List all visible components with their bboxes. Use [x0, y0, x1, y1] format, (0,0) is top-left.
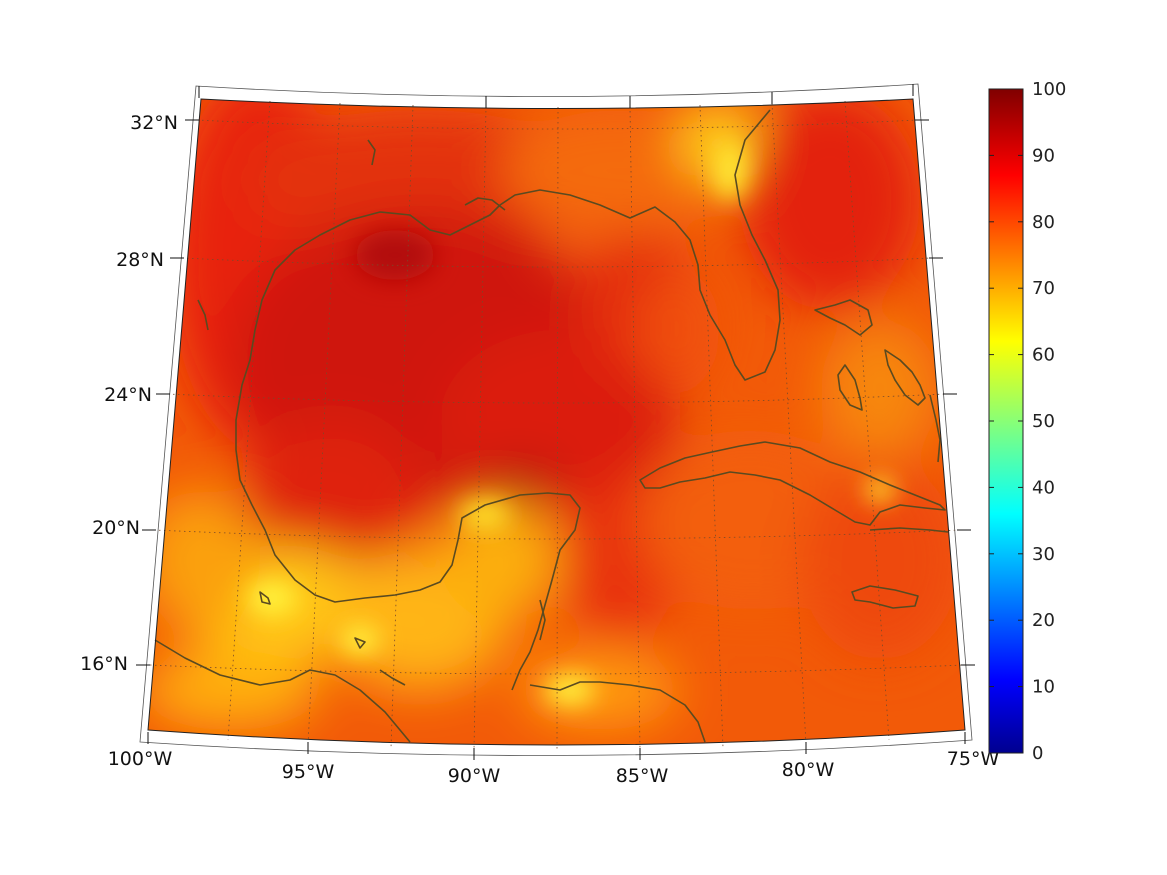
colorbar-label: 40	[1032, 477, 1055, 498]
lon-label-80: 80°W	[782, 759, 835, 781]
colorbar-label: 0	[1032, 743, 1043, 764]
lat-label-16: 16°N	[80, 653, 128, 675]
colorbar-label: 30	[1032, 544, 1055, 565]
lon-label-95: 95°W	[282, 761, 335, 783]
colorbar-label: 60	[1032, 345, 1055, 366]
colorbar-gradient	[988, 88, 1024, 754]
lat-label-32: 32°N	[130, 112, 178, 134]
map-frame	[147, 98, 966, 746]
map-outer-frame	[139, 83, 973, 756]
lat-label-24: 24°N	[104, 384, 152, 406]
lon-label-85: 85°W	[616, 765, 669, 787]
colorbar-label: 80	[1032, 212, 1055, 233]
graticule	[149, 100, 964, 751]
tick-marks	[136, 84, 975, 760]
colorbar-label: 20	[1032, 610, 1055, 631]
colorbar-label: 90	[1032, 145, 1055, 166]
lon-label-100: 100°W	[108, 748, 173, 770]
colorbar-label: 70	[1032, 278, 1055, 299]
colorbar-label: 50	[1032, 411, 1055, 432]
coastlines	[154, 109, 949, 743]
heat-field	[148, 99, 965, 745]
lat-label-28: 28°N	[116, 249, 164, 271]
lon-label-75: 75°W	[947, 748, 1000, 770]
colorbar-label: 100	[1032, 79, 1066, 100]
colorbar-label: 10	[1032, 677, 1055, 698]
lat-label-20: 20°N	[92, 517, 140, 539]
lon-label-90: 90°W	[448, 765, 501, 787]
